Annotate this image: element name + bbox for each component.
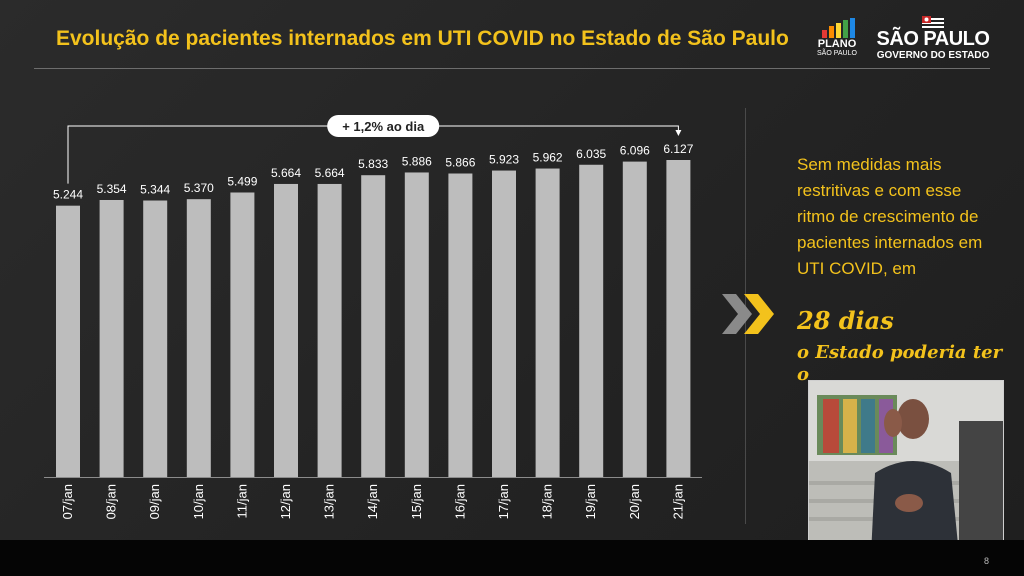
bar-chart: 5.244 07/jan 5.354 08/jan 5.344 09/jan 5.370 10… [44, 115, 702, 519]
data-label: 5.866 [445, 156, 475, 170]
bar [230, 192, 255, 478]
bar [361, 175, 386, 477]
bar [186, 199, 211, 477]
x-tick-label: 16/jan [452, 484, 467, 519]
data-label: 5.833 [358, 157, 388, 171]
page-number: 8 [984, 556, 990, 566]
data-label: 5.962 [533, 151, 563, 165]
sp-logo-text: SÃO PAULO [876, 28, 990, 50]
interpreter-image [809, 381, 1003, 555]
data-label: 5.664 [315, 166, 345, 180]
data-label: 5.354 [97, 182, 127, 196]
sp-government-logo: SÃO PAULO GOVERNO DO ESTADO [868, 16, 998, 61]
side-text: Sem medidas mais restritivas e com esse … [797, 155, 983, 278]
page-title: Evolução de pacientes internados em UTI … [56, 27, 789, 50]
bar-logo-icon [822, 18, 855, 38]
slide: Evolução de pacientes internados em UTI … [0, 0, 1024, 556]
bar [274, 183, 298, 478]
data-label: 6.096 [620, 144, 650, 158]
plano-logo-subtext: SÃO PAULO [817, 50, 857, 57]
x-tick-label: 20/jan [627, 484, 642, 519]
plano-sp-logo: PLANO SÃO PAULO [812, 18, 862, 62]
bar [535, 168, 560, 477]
x-tick-label: 10/jan [191, 484, 206, 519]
data-label: 5.664 [271, 166, 301, 180]
x-tick-label: 11/jan [234, 484, 249, 518]
side-emphasis: 28 dias [797, 306, 894, 335]
bar [56, 205, 80, 477]
bar [579, 164, 604, 477]
x-tick-label: 21/jan [670, 484, 685, 519]
sp-flag-icon [922, 16, 944, 30]
x-tick-label: 15/jan [409, 484, 424, 519]
x-tick-label: 09/jan [147, 484, 162, 519]
chevron-right-icon [722, 294, 774, 334]
annotation-label: + 1,2% ao dia [342, 119, 425, 134]
bar [317, 183, 342, 478]
data-label: 5.923 [489, 153, 519, 167]
x-tick-label: 07/jan [60, 484, 75, 519]
title-divider [34, 68, 990, 69]
annotation-pill [327, 115, 440, 137]
bar [99, 199, 124, 477]
data-label: 5.499 [227, 174, 257, 188]
data-label: 5.370 [184, 181, 214, 195]
bar [404, 172, 429, 477]
data-label: 5.344 [140, 183, 170, 197]
x-tick-label: 13/jan [322, 484, 337, 519]
data-label: 6.127 [663, 142, 693, 156]
x-tick-label: 08/jan [104, 484, 119, 519]
bar [448, 173, 473, 478]
bar [622, 161, 647, 477]
sign-language-video [808, 380, 1004, 556]
side-continuation: o Estado poderia ter o [797, 342, 1003, 385]
sp-logo-subtext: GOVERNO DO ESTADO [876, 50, 990, 61]
x-tick-label: 19/jan [583, 484, 598, 519]
data-label: 5.244 [53, 188, 83, 202]
bottom-bar [0, 540, 1024, 576]
x-tick-label: 17/jan [496, 484, 511, 519]
bar [666, 160, 691, 477]
x-tick-label: 18/jan [540, 484, 555, 519]
bar [143, 200, 168, 477]
x-tick-label: 14/jan [365, 484, 380, 519]
data-label: 6.035 [576, 147, 606, 161]
x-tick-label: 12/jan [278, 484, 293, 519]
bar [492, 170, 516, 477]
data-label: 5.886 [402, 154, 432, 168]
arrow-head-icon [675, 130, 682, 136]
plano-logo-text: PLANO [817, 38, 857, 50]
